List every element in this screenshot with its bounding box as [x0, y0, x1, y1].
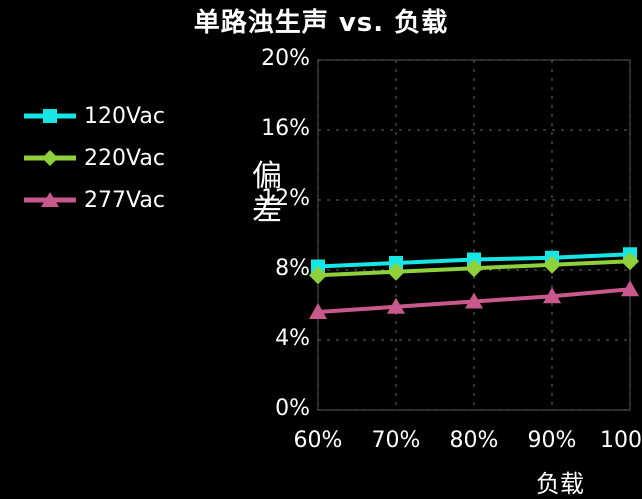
data-point-277Vac: [387, 297, 405, 314]
y-tick-label: 16%: [261, 116, 310, 141]
y-tick-label: 4%: [275, 326, 310, 351]
data-point-220Vac: [621, 252, 639, 271]
data-point-220Vac: [387, 262, 405, 281]
data-point-277Vac: [465, 292, 483, 309]
legend-label-120: 120Vac: [84, 103, 165, 129]
legend-swatch-277: [24, 192, 76, 207]
x-tick-label: 80%: [449, 428, 499, 453]
data-point-277Vac: [543, 287, 561, 304]
chart-title: 单路浊生声 vs. 负载: [193, 8, 449, 38]
legend-item: 220Vac: [22, 137, 165, 179]
chart-legend: 120Vac 220Vac 277Vac: [22, 95, 165, 221]
legend-item: 120Vac: [22, 95, 165, 137]
y-tick-label: 8%: [275, 256, 310, 281]
y-axis-label: 偏差: [252, 159, 282, 228]
data-point-220Vac: [309, 266, 327, 285]
x-tick-label: 90%: [527, 428, 577, 453]
y-tick-label: 12%: [261, 186, 310, 211]
data-point-277Vac: [621, 280, 639, 297]
legend-item: 277Vac: [22, 179, 165, 221]
y-tick-label: 20%: [261, 46, 310, 71]
legend-label-277: 277Vac: [84, 187, 165, 213]
x-tick-label: 60%: [293, 428, 343, 453]
y-tick-label: 0%: [275, 396, 310, 421]
legend-label-220: 220Vac: [84, 145, 165, 171]
x-axis-label: 负载: [536, 470, 584, 498]
data-point-220Vac: [543, 255, 561, 274]
data-point-277Vac: [309, 303, 327, 319]
x-tick-label: 100%: [600, 428, 642, 453]
x-tick-label: 70%: [371, 428, 421, 453]
legend-swatch-120: [24, 109, 76, 123]
data-point-220Vac: [465, 259, 483, 278]
legend-swatch-220: [24, 150, 76, 166]
